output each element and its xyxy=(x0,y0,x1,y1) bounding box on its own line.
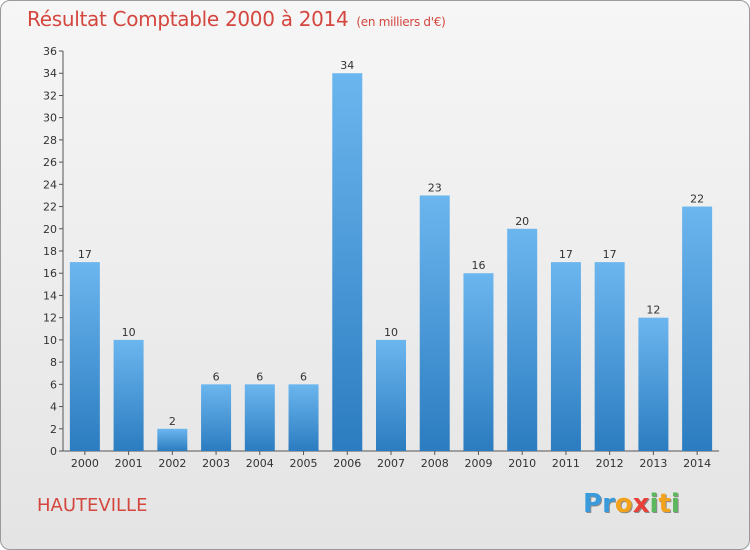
x-tick-label: 2004 xyxy=(246,457,274,470)
chart-title: Résultat Comptable 2000 à 2014 (en millie… xyxy=(27,7,446,31)
data-label: 17 xyxy=(78,248,92,261)
y-tick-label: 34 xyxy=(43,67,57,80)
bar-2006 xyxy=(332,73,363,451)
bar-2004 xyxy=(244,384,275,451)
y-tick-label: 18 xyxy=(43,245,57,258)
y-tick-label: 14 xyxy=(43,289,57,302)
x-tick-label: 2007 xyxy=(377,457,405,470)
x-tick-label: 2009 xyxy=(464,457,492,470)
logo-letter: i xyxy=(670,489,680,519)
bar-2014 xyxy=(682,206,713,451)
data-label: 16 xyxy=(471,259,485,272)
bar-2000 xyxy=(69,262,100,451)
y-tick-label: 12 xyxy=(43,312,57,325)
x-tick-label: 2008 xyxy=(421,457,449,470)
logo-letter: o xyxy=(614,489,633,519)
bar-2013 xyxy=(638,317,669,451)
chart-subtitle: (en milliers d'€) xyxy=(356,15,446,29)
logo-letter: t xyxy=(658,489,671,519)
x-tick-label: 2010 xyxy=(508,457,536,470)
chart-labels: 2000 17 2001 10 2002 2 2003 6 2004 6 2005 6 2006 34 20… xyxy=(71,59,711,470)
x-tick-label: 2001 xyxy=(115,457,143,470)
y-tick-label: 36 xyxy=(43,45,57,58)
y-tick-label: 24 xyxy=(43,178,57,191)
logo-letter: P xyxy=(583,489,603,519)
bar-2011 xyxy=(550,262,581,451)
data-label: 6 xyxy=(256,370,263,383)
y-tick-label: 0 xyxy=(50,445,57,458)
data-label: 17 xyxy=(559,248,573,261)
x-tick-label: 2002 xyxy=(158,457,186,470)
x-tick-label: 2000 xyxy=(71,457,99,470)
data-label: 20 xyxy=(515,215,529,228)
x-tick-label: 2011 xyxy=(552,457,580,470)
bar-2007 xyxy=(376,339,406,451)
data-label: 2 xyxy=(169,415,176,428)
x-tick-label: 2013 xyxy=(639,457,667,470)
proxiti-logo: Proxiti xyxy=(583,489,680,519)
y-tick-label: 28 xyxy=(43,134,57,147)
y-tick-label: 30 xyxy=(43,112,57,125)
chart-bars xyxy=(69,73,713,451)
title-text: Résultat Comptable 2000 à 2014 xyxy=(27,7,349,31)
x-tick-label: 2003 xyxy=(202,457,230,470)
logo-letter: i xyxy=(649,489,659,519)
y-tick-label: 20 xyxy=(43,223,57,236)
y-tick-label: 16 xyxy=(43,267,57,280)
bar-2008 xyxy=(419,195,450,451)
x-tick-label: 2014 xyxy=(683,457,711,470)
bar-2005 xyxy=(288,384,319,451)
data-label: 23 xyxy=(428,181,442,194)
data-label: 22 xyxy=(690,193,704,206)
data-label: 34 xyxy=(340,59,354,72)
y-tick-label: 6 xyxy=(50,378,57,391)
data-label: 6 xyxy=(300,370,307,383)
data-label: 10 xyxy=(384,326,398,339)
x-tick-label: 2012 xyxy=(596,457,624,470)
x-tick-label: 2006 xyxy=(333,457,361,470)
data-label: 17 xyxy=(603,248,617,261)
bar-2001 xyxy=(113,339,144,451)
logo-letter: x xyxy=(632,489,650,519)
y-tick-label: 22 xyxy=(43,201,57,214)
data-label: 12 xyxy=(646,304,660,317)
y-tick-label: 32 xyxy=(43,89,57,102)
y-tick-label: 26 xyxy=(43,156,57,169)
bar-2003 xyxy=(201,384,232,451)
y-tick-label: 4 xyxy=(50,401,57,414)
x-tick-label: 2005 xyxy=(290,457,318,470)
place-name: HAUTEVILLE xyxy=(37,495,148,516)
bar-2002 xyxy=(157,428,188,451)
y-tick-label: 10 xyxy=(43,334,57,347)
bar-2012 xyxy=(594,262,625,451)
bar-2009 xyxy=(463,273,494,451)
data-label: 6 xyxy=(213,370,220,383)
y-tick-label: 2 xyxy=(50,423,57,436)
logo-letter: r xyxy=(602,489,615,519)
bar-2010 xyxy=(507,228,538,451)
y-tick-label: 8 xyxy=(50,356,57,369)
data-label: 10 xyxy=(122,326,136,339)
